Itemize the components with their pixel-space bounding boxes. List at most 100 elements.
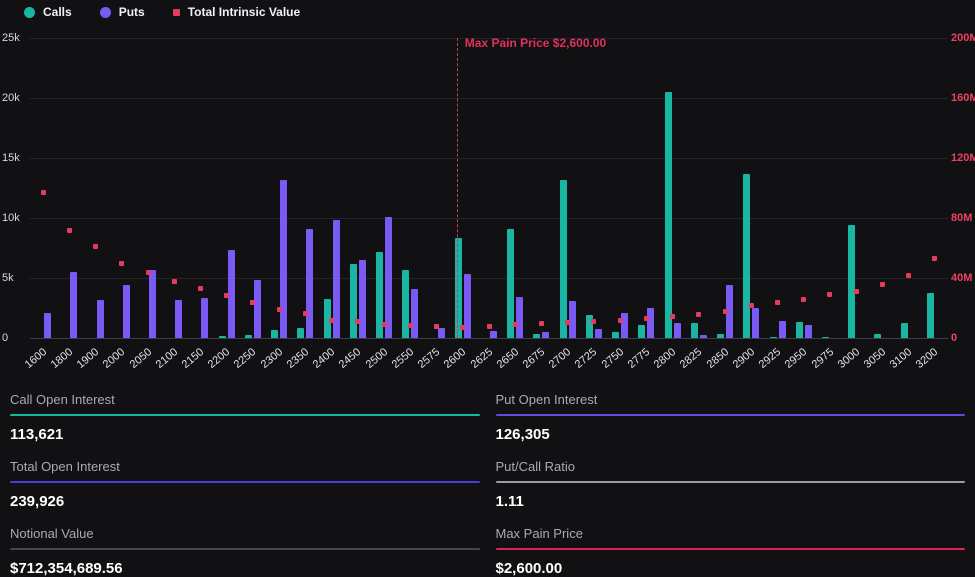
bar-puts-2750[interactable] — [621, 313, 629, 338]
bar-calls-2400[interactable] — [323, 299, 331, 338]
bar-calls-2450[interactable] — [349, 264, 357, 338]
bar-puts-2150[interactable] — [201, 298, 209, 338]
bar-calls-2800[interactable] — [664, 92, 672, 338]
x-axis-tick-label: 2800 — [651, 346, 679, 371]
y-axis-right-tick-label: 120M — [951, 152, 975, 164]
bar-calls-2900[interactable] — [743, 173, 751, 338]
bar-puts-2200[interactable] — [227, 249, 235, 338]
point-intrinsic-2200[interactable] — [224, 292, 230, 298]
bar-puts-1600[interactable] — [44, 312, 52, 338]
bar-puts-2700[interactable] — [568, 300, 576, 338]
bar-calls-3200[interactable] — [926, 292, 934, 338]
bar-puts-2650[interactable] — [516, 296, 524, 338]
bar-calls-2975[interactable] — [821, 336, 829, 338]
bar-puts-2250[interactable] — [253, 280, 261, 338]
bar-calls-2650[interactable] — [507, 229, 515, 338]
point-intrinsic-2750[interactable] — [617, 317, 623, 323]
point-intrinsic-2250[interactable] — [250, 299, 256, 305]
point-intrinsic-2450[interactable] — [355, 319, 361, 324]
point-intrinsic-2700[interactable] — [565, 320, 571, 326]
bar-puts-2350[interactable] — [306, 228, 314, 338]
point-intrinsic-2150[interactable] — [197, 286, 203, 291]
bar-puts-2950[interactable] — [804, 325, 812, 338]
bar-calls-3050[interactable] — [874, 334, 882, 338]
bar-puts-2500[interactable] — [385, 216, 393, 338]
point-intrinsic-3200[interactable] — [932, 256, 938, 261]
bar-puts-2575[interactable] — [437, 328, 445, 338]
plot-area: 0 0 5k 40M 10k 80M 15k 120M 20k 160M 25k 200M 1600 18… — [2, 32, 975, 371]
point-intrinsic-2575[interactable] — [434, 323, 440, 329]
point-intrinsic-2100[interactable] — [171, 278, 177, 284]
point-intrinsic-2725[interactable] — [591, 319, 597, 324]
point-intrinsic-2500[interactable] — [381, 321, 387, 327]
point-intrinsic-2850[interactable] — [722, 309, 728, 315]
point-intrinsic-1600[interactable] — [40, 190, 46, 195]
point-intrinsic-2600[interactable] — [460, 324, 466, 330]
point-intrinsic-3050[interactable] — [879, 281, 885, 287]
point-intrinsic-2800[interactable] — [670, 313, 676, 319]
bar-puts-2000[interactable] — [122, 284, 130, 338]
point-intrinsic-2975[interactable] — [827, 292, 833, 297]
bar-calls-2750[interactable] — [612, 331, 620, 338]
bar-puts-1900[interactable] — [96, 299, 104, 338]
bar-calls-2925[interactable] — [769, 336, 777, 338]
bar-calls-2250[interactable] — [244, 335, 252, 338]
bar-puts-2550[interactable] — [411, 289, 419, 338]
bar-puts-2800[interactable] — [673, 322, 681, 338]
point-intrinsic-2000[interactable] — [119, 260, 125, 266]
bar-puts-2300[interactable] — [280, 179, 288, 338]
bar-puts-2625[interactable] — [490, 330, 497, 338]
point-intrinsic-2650[interactable] — [512, 322, 518, 327]
bar-puts-2825[interactable] — [699, 335, 707, 338]
point-intrinsic-2050[interactable] — [145, 270, 151, 276]
bar-puts-2450[interactable] — [358, 260, 366, 338]
point-intrinsic-2925[interactable] — [775, 299, 780, 305]
x-axis-tick-label: 2000 — [101, 346, 128, 371]
point-intrinsic-3000[interactable] — [853, 289, 859, 294]
stat-underline — [10, 414, 480, 416]
bar-calls-2300[interactable] — [271, 329, 279, 338]
bar-calls-2675[interactable] — [533, 334, 541, 338]
legend-item-puts[interactable]: Puts — [99, 5, 145, 19]
bar-puts-2400[interactable] — [332, 220, 340, 338]
bar-calls-2350[interactable] — [297, 328, 305, 338]
bar-puts-2925[interactable] — [778, 320, 786, 338]
point-intrinsic-2625[interactable] — [486, 323, 492, 329]
bar-calls-3100[interactable] — [900, 323, 908, 338]
bar-calls-2500[interactable] — [376, 251, 384, 338]
bar-calls-2725[interactable] — [585, 315, 593, 338]
bar-calls-2200[interactable] — [218, 336, 226, 338]
point-intrinsic-1900[interactable] — [93, 244, 99, 249]
bar-puts-2900[interactable] — [752, 307, 760, 338]
point-intrinsic-2550[interactable] — [407, 322, 413, 328]
point-intrinsic-2775[interactable] — [643, 316, 649, 321]
bar-calls-2950[interactable] — [795, 321, 803, 338]
bar-calls-2775[interactable] — [638, 325, 646, 338]
point-intrinsic-2675[interactable] — [538, 320, 544, 326]
point-intrinsic-2300[interactable] — [276, 307, 282, 312]
gridline — [30, 158, 948, 159]
bar-puts-2100[interactable] — [175, 300, 183, 338]
bar-calls-2850[interactable] — [717, 334, 725, 338]
point-intrinsic-2825[interactable] — [696, 311, 702, 317]
point-intrinsic-2900[interactable] — [748, 302, 754, 308]
point-intrinsic-2400[interactable] — [329, 317, 335, 323]
bar-puts-2850[interactable] — [726, 285, 734, 338]
bar-calls-2550[interactable] — [402, 270, 410, 338]
bar-puts-2675[interactable] — [542, 332, 550, 338]
bar-calls-2700[interactable] — [559, 179, 567, 338]
bar-calls-2825[interactable] — [690, 323, 698, 338]
point-intrinsic-2950[interactable] — [801, 296, 807, 302]
legend-item-total-intrinsic-value[interactable]: Total Intrinsic Value — [172, 5, 300, 19]
legend-item-calls[interactable]: Calls — [24, 5, 72, 19]
bar-calls-3000[interactable] — [848, 225, 856, 338]
point-intrinsic-2350[interactable] — [302, 310, 308, 316]
point-intrinsic-3100[interactable] — [906, 273, 912, 279]
bar-puts-2725[interactable] — [594, 329, 602, 338]
point-intrinsic-1800[interactable] — [66, 227, 72, 233]
bar-puts-2775[interactable] — [647, 308, 655, 338]
bar-puts-2050[interactable] — [149, 269, 157, 338]
bar-puts-1800[interactable] — [70, 272, 78, 338]
bar-puts-2600[interactable] — [463, 273, 471, 338]
bar-calls-2600[interactable] — [454, 237, 462, 338]
